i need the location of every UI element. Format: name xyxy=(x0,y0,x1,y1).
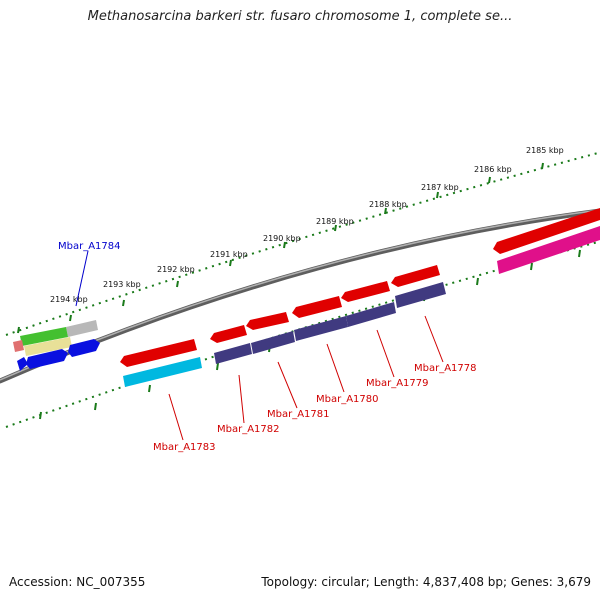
gene-gray[interactable] xyxy=(66,320,98,337)
accession-text: Accession: NC_007355 xyxy=(9,575,146,589)
gene-purple-1780[interactable] xyxy=(294,316,348,341)
gene-yellow[interactable] xyxy=(24,337,72,356)
gene-label-mbar-a1783[interactable]: Mbar_A1783 xyxy=(153,442,216,453)
gene-blue-3[interactable] xyxy=(17,357,28,371)
gene-red-1780[interactable] xyxy=(292,296,342,318)
tick-label-2189: 2189 kbp xyxy=(316,217,354,226)
gene-blue-1[interactable] xyxy=(26,349,68,369)
gene-label-mbar-a1780[interactable]: Mbar_A1780 xyxy=(316,394,379,405)
gene-label-mbar-a1784[interactable]: Mbar_A1784 xyxy=(58,241,121,252)
tick-label-2193: 2193 kbp xyxy=(103,280,141,289)
gene-labels: Mbar_A1784 Mbar_A1783 Mbar_A1782 Mbar_A1… xyxy=(58,241,477,453)
gene-purple-1781[interactable] xyxy=(251,331,295,354)
gene-red-1779[interactable] xyxy=(341,281,390,302)
red-feature-row xyxy=(120,208,600,367)
upper-major-ticks xyxy=(17,162,544,334)
gene-pink-right[interactable] xyxy=(497,226,600,274)
gene-red-1783[interactable] xyxy=(120,339,197,367)
gene-cyan-1783[interactable] xyxy=(123,357,202,387)
tick-label-2186: 2186 kbp xyxy=(474,165,512,174)
gene-salmon[interactable] xyxy=(13,340,24,352)
tick-label-2192: 2192 kbp xyxy=(157,265,195,274)
gene-green[interactable] xyxy=(20,327,68,346)
gene-red-1778[interactable] xyxy=(391,265,440,287)
gene-blue-2[interactable] xyxy=(68,339,100,357)
label-leaders xyxy=(75,250,444,441)
gene-red-1781[interactable] xyxy=(246,312,289,330)
tick-label-2185: 2185 kbp xyxy=(526,146,564,155)
left-feature-cluster xyxy=(13,320,100,371)
gene-red-right[interactable] xyxy=(493,208,600,254)
gene-label-mbar-a1779[interactable]: Mbar_A1779 xyxy=(366,378,429,389)
tick-label-2188: 2188 kbp xyxy=(369,200,407,209)
gene-red-1782[interactable] xyxy=(210,325,247,343)
gene-purple-1779[interactable] xyxy=(346,302,396,327)
map-title: Methanosarcina barkeri str. fusaro chrom… xyxy=(87,9,513,24)
gene-purple-1782[interactable] xyxy=(214,343,252,364)
tick-label-2190: 2190 kbp xyxy=(263,234,301,243)
kbp-labels: 2185 kbp 2186 kbp 2187 kbp 2188 kbp 2189… xyxy=(50,146,564,304)
topology-summary: Topology: circular; Length: 4,837,408 bp… xyxy=(261,575,591,589)
gene-label-mbar-a1778[interactable]: Mbar_A1778 xyxy=(414,363,477,374)
gene-label-mbar-a1781[interactable]: Mbar_A1781 xyxy=(267,409,330,420)
tick-label-2191: 2191 kbp xyxy=(210,250,248,259)
upper-tick-track xyxy=(5,152,599,336)
tick-label-2187: 2187 kbp xyxy=(421,183,459,192)
gene-purple-1778[interactable] xyxy=(395,282,446,308)
gene-label-mbar-a1782[interactable]: Mbar_A1782 xyxy=(217,424,280,435)
tick-label-2194: 2194 kbp xyxy=(50,295,88,304)
lower-feature-row xyxy=(123,226,600,387)
